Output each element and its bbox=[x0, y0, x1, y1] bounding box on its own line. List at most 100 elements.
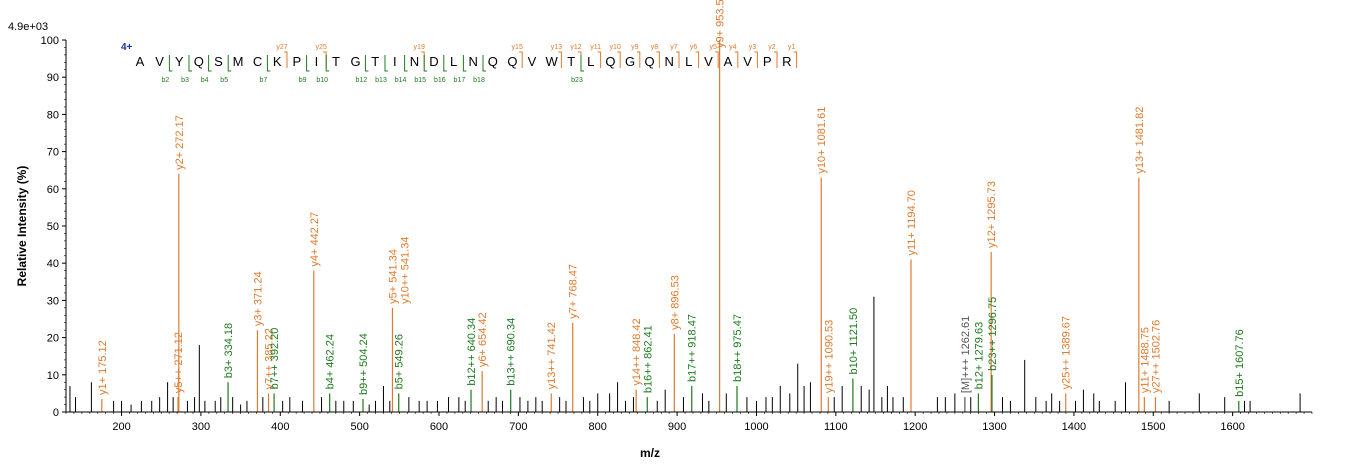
x-tick-label: 200 bbox=[112, 421, 130, 433]
peak-label: b16++ 862.41 bbox=[642, 325, 654, 393]
sequence-residue: Q bbox=[645, 54, 655, 69]
y-ion-bracket bbox=[695, 51, 700, 68]
y-ion-marker-label: y6 bbox=[690, 44, 698, 51]
x-tick-label: 900 bbox=[668, 421, 686, 433]
peak-label: y11+ 1194.70 bbox=[906, 190, 918, 255]
b-ion-marker-label: b13 bbox=[375, 77, 387, 84]
peak-label: y19++ 1090.53 bbox=[823, 320, 835, 393]
sequence-residue: Q bbox=[194, 54, 204, 69]
peak-label: y7++ 385.22 bbox=[264, 328, 276, 389]
peak-label: b18++ 975.47 bbox=[732, 314, 744, 382]
b-ion-marker-label: b15 bbox=[414, 77, 426, 84]
y-ion-bracket bbox=[734, 51, 739, 68]
peak-label: y13+ 1481.82 bbox=[1134, 107, 1146, 174]
peak-label: b10+ 1121.50 bbox=[848, 308, 860, 375]
sequence-residue: I bbox=[315, 54, 319, 69]
y-tick-label: 10 bbox=[47, 370, 59, 382]
sequence-residue: P bbox=[763, 54, 772, 69]
peak-label: b17++ 918.47 bbox=[687, 314, 699, 382]
y-ion-marker-label: y1 bbox=[788, 44, 796, 51]
sequence-residue: N bbox=[410, 54, 419, 69]
y-ion-bracket bbox=[754, 51, 758, 68]
b-ion-marker-label: b3 bbox=[181, 77, 189, 84]
b-ion-marker-label: b16 bbox=[434, 77, 446, 84]
peak-label: y25++ 1389.67 bbox=[1061, 316, 1073, 389]
y-ion-marker-label: y11 bbox=[590, 44, 601, 51]
y-ion-bracket bbox=[656, 51, 660, 68]
x-tick-label: 600 bbox=[430, 421, 448, 433]
x-tick-label: 400 bbox=[271, 421, 289, 433]
peak-label: b3+ 334.18 bbox=[223, 323, 235, 378]
y-ion-marker-label: y25 bbox=[316, 44, 327, 51]
y-ion-marker-label: y8 bbox=[651, 44, 659, 51]
peak-label: y9+ 953.58 bbox=[715, 0, 727, 48]
y-ion-marker-label: y13 bbox=[551, 44, 562, 51]
sequence-residue: V bbox=[743, 54, 752, 69]
y-ion-bracket bbox=[636, 51, 641, 68]
b-ion-marker-label: b23 bbox=[571, 77, 583, 84]
sequence-residue: V bbox=[528, 54, 537, 69]
b-ion-bracket bbox=[404, 55, 408, 72]
peak-labels-layer: y1+ 175.12 y5++ 271.12 y2+ 272.17 b3+ 334.1… bbox=[97, 0, 1246, 397]
peak-label: b4+ 462.24 bbox=[325, 334, 337, 389]
b-ion-marker-label: b10 bbox=[316, 77, 328, 84]
y-ion-bracket bbox=[617, 51, 621, 68]
peak-label: b13++ 690.34 bbox=[506, 318, 518, 386]
peak-label: y11+ 1488.75 bbox=[1139, 327, 1151, 393]
b-ion-marker-label: b5 bbox=[220, 77, 228, 84]
y-ion-bracket bbox=[558, 51, 562, 68]
y-tick-label: 40 bbox=[47, 258, 59, 270]
x-tick-label: 500 bbox=[350, 421, 368, 433]
y-tick-label: 50 bbox=[47, 221, 59, 233]
peak-label: y5+ 541.34 bbox=[387, 249, 399, 304]
y-tick-label: 100 bbox=[41, 35, 59, 47]
max-intensity-label: 4.9e+03 bbox=[8, 21, 48, 33]
b-ion-bracket bbox=[384, 55, 388, 72]
peak-label: y5++ 271.12 bbox=[173, 332, 185, 393]
sequence-residue: I bbox=[393, 54, 397, 69]
axes-layer: 200 300 400 500 600 700 800 900 1000 1100 1200 1300… bbox=[41, 35, 1313, 433]
sequence-residue: W bbox=[545, 54, 558, 69]
peak-label: b7++ 392.20 bbox=[269, 328, 281, 390]
b-ion-bracket bbox=[482, 55, 486, 72]
peak-label: y4+ 442.27 bbox=[309, 212, 321, 267]
y-ion-bracket bbox=[284, 51, 288, 68]
sequence-residue: T bbox=[371, 54, 379, 69]
y-ion-bracket bbox=[715, 51, 719, 68]
y-ion-bracket bbox=[793, 51, 798, 68]
sequence-residue: D bbox=[429, 54, 438, 69]
b-ion-marker-label: b14 bbox=[395, 77, 407, 84]
y-ion-marker-label: y3 bbox=[749, 44, 757, 51]
x-tick-label: 300 bbox=[192, 421, 210, 433]
b-ion-bracket bbox=[266, 55, 271, 72]
sequence-residue: G bbox=[351, 54, 361, 69]
sequence-residue: K bbox=[273, 54, 282, 69]
y-ion-bracket bbox=[676, 51, 680, 68]
b-ion-bracket bbox=[462, 55, 467, 72]
sequence-residue: V bbox=[704, 54, 713, 69]
b-ion-bracket bbox=[227, 55, 232, 72]
b-ion-bracket bbox=[188, 55, 192, 72]
peak-label: y7+ 768.47 bbox=[568, 264, 580, 319]
b-ion-bracket bbox=[423, 55, 428, 72]
y-ion-marker-label: y7 bbox=[670, 44, 678, 51]
peak-label: b23++ 1296.75 bbox=[987, 297, 999, 371]
y-ion-marker-label: y27 bbox=[276, 44, 287, 51]
x-tick-label: 800 bbox=[589, 421, 607, 433]
y-tick-label: 70 bbox=[47, 147, 59, 159]
sequence-residue: Q bbox=[488, 54, 498, 69]
peak-label: y10++ 541.34 bbox=[399, 237, 411, 304]
x-tick-label: 1600 bbox=[1220, 421, 1244, 433]
y-ion-marker-label: y2 bbox=[768, 44, 776, 51]
peak-label: [M]+++ 1262.61 bbox=[960, 316, 972, 393]
y-tick-label: 30 bbox=[47, 295, 59, 307]
b-ion-bracket bbox=[580, 55, 584, 72]
sequence-residue: Y bbox=[175, 54, 184, 69]
x-tick-label: 1500 bbox=[1141, 421, 1165, 433]
sequence-residue: G bbox=[625, 54, 635, 69]
sequence-residue: P bbox=[292, 54, 301, 69]
sequence-residue: A bbox=[136, 54, 145, 69]
y-tick-label: 60 bbox=[47, 184, 59, 196]
sequence-residue: C bbox=[253, 54, 262, 69]
